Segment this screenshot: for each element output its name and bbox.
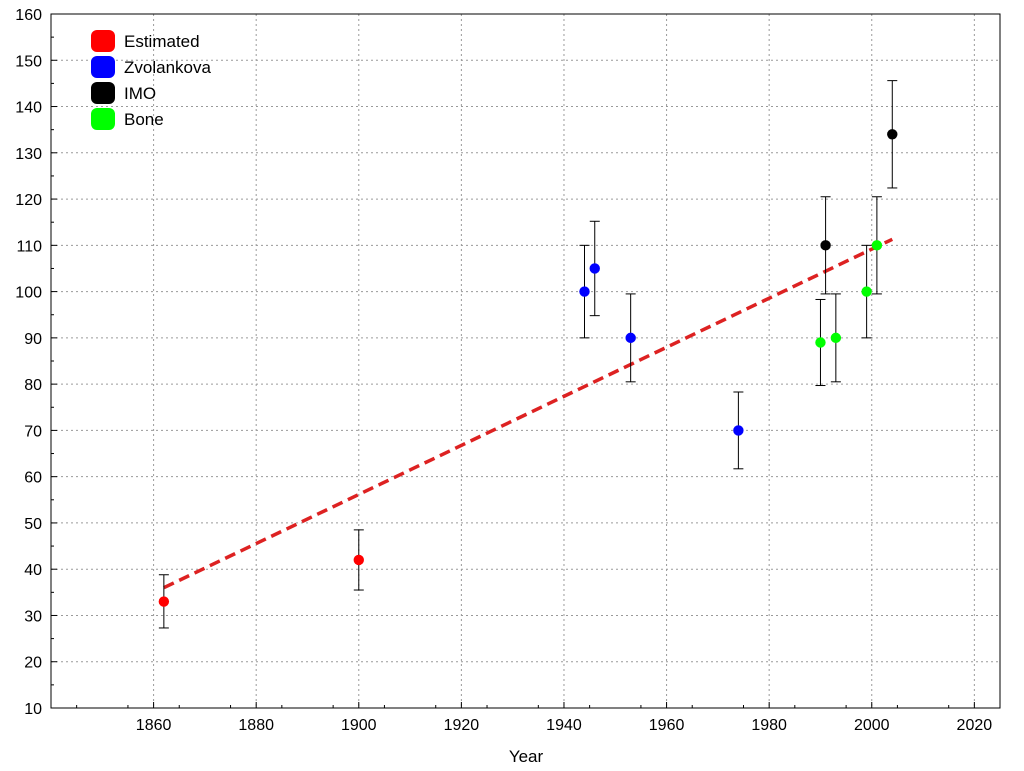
- x-tick-label: 2000: [854, 717, 890, 734]
- data-point: [815, 337, 826, 348]
- y-tick-label: 60: [24, 470, 42, 487]
- y-tick-label: 150: [15, 53, 42, 70]
- x-tick-label: 1860: [136, 717, 172, 734]
- plot-frame: [50, 13, 1001, 709]
- x-tick-label: 1920: [444, 717, 480, 734]
- x-tick-label: 1940: [546, 717, 582, 734]
- y-tick-label: 80: [24, 377, 42, 394]
- y-axis: 10 20 30 40 50 60 70 80 90 100 110 120 130 140 150 160: [15, 7, 57, 718]
- data-point: [887, 129, 898, 140]
- grid-lines: [51, 14, 1000, 708]
- y-tick-label: 110: [16, 238, 42, 255]
- y-tick-label: 40: [24, 562, 42, 579]
- data-point: [579, 286, 590, 297]
- y-tick-label: 30: [24, 608, 42, 625]
- x-tick-label: 1960: [649, 717, 685, 734]
- y-tick-label: 120: [15, 192, 42, 209]
- data-point: [733, 425, 744, 436]
- trend-line-group: [163, 237, 894, 590]
- legend: Estimated Zvolankova IMO Bone: [91, 30, 211, 130]
- y-tick-label: 70: [24, 423, 42, 440]
- y-tick-label: 90: [24, 331, 42, 348]
- x-axis: 1860 1880 1900 1920 1940 1960 1980 2000 2020: [76, 702, 993, 734]
- data-point: [353, 554, 364, 566]
- legend-label: Bone: [124, 110, 164, 129]
- data-point: [871, 240, 883, 251]
- data-point: [589, 263, 600, 274]
- trend-line: [163, 237, 894, 590]
- y-tick-label: 20: [24, 655, 42, 672]
- legend-label: IMO: [124, 84, 156, 103]
- x-tick-label: 2020: [957, 717, 993, 734]
- y-tick-label: 10: [24, 701, 42, 718]
- x-tick-label: 1880: [238, 717, 274, 734]
- legend-swatch: [91, 108, 115, 130]
- x-tick-label: 1980: [751, 717, 787, 734]
- data-point: [625, 332, 636, 344]
- y-tick-label: 130: [15, 146, 42, 163]
- data-point: [820, 240, 831, 251]
- y-tick-label: 50: [24, 516, 42, 533]
- data-point: [158, 596, 170, 607]
- x-tick-label: 1900: [341, 717, 377, 734]
- x-axis-title: Year: [509, 747, 544, 766]
- y-tick-label: 140: [15, 100, 42, 117]
- legend-label: Zvolankova: [124, 58, 211, 77]
- y-tick-label: 160: [15, 7, 42, 24]
- legend-label: Estimated: [124, 32, 200, 51]
- data-point: [830, 332, 842, 344]
- legend-swatch: [91, 56, 115, 78]
- data-point: [861, 286, 872, 297]
- data-points: [158, 80, 898, 629]
- legend-swatch: [91, 82, 115, 104]
- y-tick-label: 100: [15, 285, 42, 302]
- legend-swatch: [91, 30, 115, 52]
